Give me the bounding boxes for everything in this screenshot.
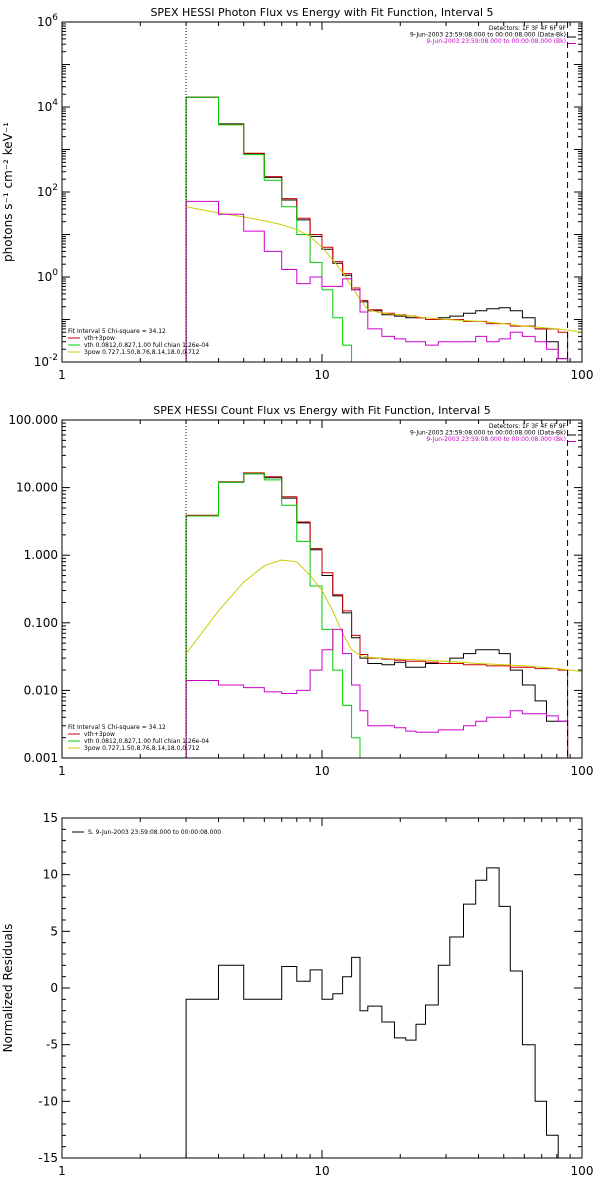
info-line: 9-Jun-2003 23:59:08.000 to 00:00:08.000 … xyxy=(410,430,566,437)
photon-flux-chart: SPEX HESSI Photon Flux vs Energy with Fi… xyxy=(1,6,593,382)
y-tick-label: 0 xyxy=(50,981,58,995)
info-line: 9-Jun-2003 23:59:08.000 to 00:00:08.000 … xyxy=(426,38,566,45)
y-tick-label: 1.000 xyxy=(24,548,58,562)
info-line: Detectors: 1F 3F 4F 6F 9F xyxy=(489,25,567,32)
x-tick-label: 100 xyxy=(571,368,594,382)
x-tick-label: 100 xyxy=(571,764,594,778)
y-axis-label: photons s⁻¹ cm⁻² keV⁻¹ xyxy=(1,122,15,262)
plot-area xyxy=(185,96,582,362)
legend-entry: vth 0.0812,0.827,1.00 full chian 1.26e-0… xyxy=(84,738,209,745)
x-tick-label: 1 xyxy=(58,368,66,382)
y-tick-label: 100.000 xyxy=(8,413,58,427)
series-line-4 xyxy=(185,628,569,758)
x-tick-label: 1 xyxy=(58,764,66,778)
y-tick-label: 106 xyxy=(37,13,58,29)
info-line: 9-Jun-2003 23:59:08.000 to 00:00:08.000 … xyxy=(426,436,566,443)
y-tick-label: 10.000 xyxy=(16,481,58,495)
x-tick-label: 10 xyxy=(314,368,329,382)
y-tick-label: 100 xyxy=(37,268,58,284)
chart-title: SPEX HESSI Photon Flux vs Energy with Fi… xyxy=(150,6,493,19)
y-tick-label: -5 xyxy=(46,1038,58,1052)
y-tick-label: 0.010 xyxy=(24,683,58,697)
count-flux-chart: SPEX HESSI Count Flux vs Energy with Fit… xyxy=(8,404,593,778)
plot-area xyxy=(185,472,582,758)
legend-entry: vth+3pow xyxy=(84,731,115,738)
y-tick-label: -15 xyxy=(38,1151,58,1165)
y-tick-label: 0.100 xyxy=(24,616,58,630)
y-tick-label: 102 xyxy=(37,183,58,199)
info-line: 9-Jun-2003 23:59:08.000 to 00:00:08.000 … xyxy=(410,32,566,39)
x-tick-label: 10 xyxy=(314,764,329,778)
y-axis-label: Normalized Residuals xyxy=(1,924,15,1053)
legend-entry: S. 9-Jun-2003 23:59:08.000 to 00:00:08.0… xyxy=(88,829,221,836)
series-line-4 xyxy=(185,200,569,362)
legend-header: Fit Interval 5 Chi-square = 34.12 xyxy=(68,328,166,335)
series-line-3 xyxy=(186,206,582,333)
plot-area xyxy=(185,867,568,1158)
legend-entry: 3pow 0.727,1.50,8.76,8.14,18.0,0.712 xyxy=(84,745,200,752)
legend-header: Fit Interval 5 Chi-square = 34.12 xyxy=(68,724,166,731)
info-line: Detectors: 1F 3F 4F 6F 9F xyxy=(489,423,567,430)
x-tick-label: 100 xyxy=(571,1164,594,1178)
x-tick-label: 10 xyxy=(314,1164,329,1178)
series-line-3 xyxy=(185,559,582,673)
residuals-chart: 1 10 100 -15 -10 -5 0 5 10 15 Normalized Residuals… xyxy=(1,811,593,1178)
series-line-2 xyxy=(185,473,368,758)
y-tick-label: 10 xyxy=(43,868,58,882)
series-line-0 xyxy=(185,96,569,362)
legend-entry: vth+3pow xyxy=(84,335,115,342)
y-tick-label: 10-2 xyxy=(34,353,58,369)
plot-frame xyxy=(61,419,583,759)
legend-entry: 3pow 0.727,1.50,8.76,8.14,18.0,0.712 xyxy=(84,349,200,356)
y-tick-label: -10 xyxy=(38,1094,58,1108)
y-tick-label: 5 xyxy=(50,924,58,938)
y-tick-label: 0.001 xyxy=(24,751,58,765)
plot-frame xyxy=(61,817,583,1159)
series-line-2 xyxy=(185,96,360,362)
legend-entry: vth 0.0812,0.827,1.00 full chian 1.26e-0… xyxy=(84,342,209,349)
series-line-0 xyxy=(185,867,568,1158)
chart-title: SPEX HESSI Count Flux vs Energy with Fit… xyxy=(153,404,490,417)
y-tick-label: 15 xyxy=(43,811,58,825)
x-tick-label: 1 xyxy=(58,1164,66,1178)
y-tick-label: 104 xyxy=(37,98,58,114)
plot-frame xyxy=(61,21,583,363)
